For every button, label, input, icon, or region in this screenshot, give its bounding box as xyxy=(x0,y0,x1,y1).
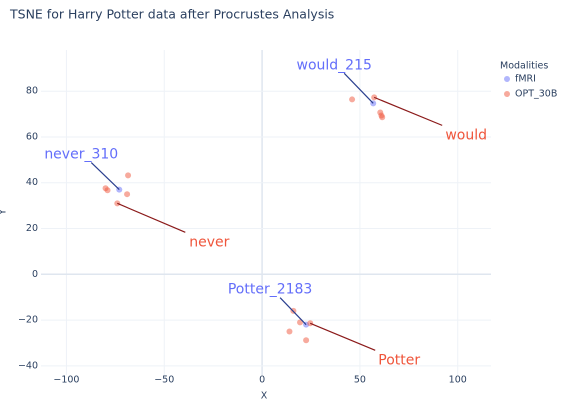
point xyxy=(303,337,310,344)
annotation-line xyxy=(373,96,443,126)
annotation-label: never_310 xyxy=(44,147,118,163)
y-axis-label: Y xyxy=(0,209,9,216)
annotation-line xyxy=(279,297,307,326)
x-axis-label: X xyxy=(261,391,268,402)
annotation-label: would_215 xyxy=(297,57,372,73)
x-tick-label: −100 xyxy=(53,375,79,386)
y-tick-label: 0 xyxy=(32,269,38,280)
point xyxy=(379,114,386,121)
point xyxy=(124,191,131,198)
annotation-line xyxy=(117,202,186,233)
x-tick-label: −50 xyxy=(154,375,174,386)
annotation-line xyxy=(309,322,376,351)
y-tick-label: −40 xyxy=(18,360,38,371)
x-tick-label: 0 xyxy=(259,375,265,386)
chart-title: TSNE for Harry Potter data after Procrus… xyxy=(9,7,334,22)
annotation-line xyxy=(343,72,374,104)
legend-marker xyxy=(504,91,510,97)
point xyxy=(349,96,356,103)
legend-label: fMRI xyxy=(515,74,536,85)
y-tick-label: −20 xyxy=(18,315,38,326)
annotation-line xyxy=(90,162,120,191)
annotation-label: Potter_2183 xyxy=(228,282,313,298)
annotation-label: would xyxy=(445,127,487,143)
y-tick-label: 60 xyxy=(26,131,38,142)
annotation-label: Potter xyxy=(378,352,420,368)
point xyxy=(297,319,304,326)
legend-title: Modalities xyxy=(500,61,548,72)
x-tick-label: 50 xyxy=(354,375,366,386)
legend-marker xyxy=(504,76,510,82)
legend-label: OPT_30B xyxy=(515,89,557,100)
point xyxy=(286,328,293,335)
point xyxy=(104,187,111,194)
annotation-label: never xyxy=(189,234,229,250)
y-tick-label: 80 xyxy=(26,86,38,97)
y-tick-label: 40 xyxy=(26,177,38,188)
point xyxy=(125,172,132,179)
y-tick-label: 20 xyxy=(26,223,38,234)
x-tick-label: 100 xyxy=(449,375,467,386)
